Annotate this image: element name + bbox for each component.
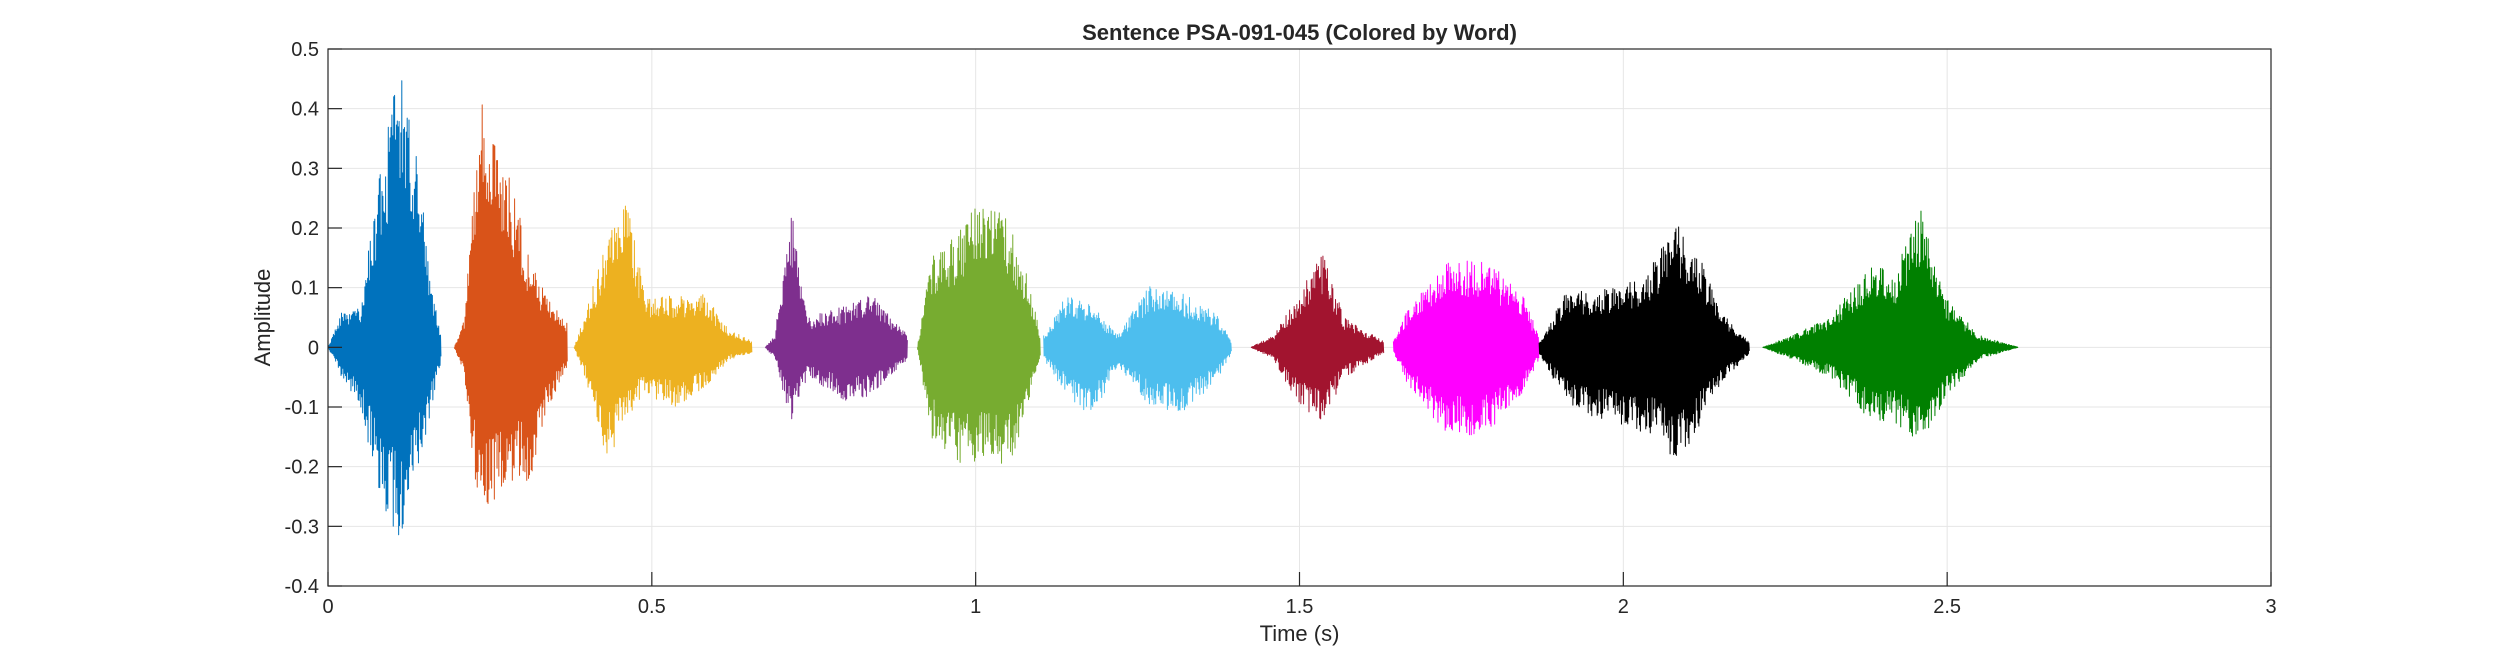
chart-title: Sentence PSA-091-045 (Colored by Word) [1082, 20, 1517, 45]
y-tick-label: 0.5 [291, 39, 319, 61]
y-tick-label: -0.1 [285, 397, 319, 419]
word-segment-2 [453, 104, 568, 504]
x-axis-label: Time (s) [1260, 621, 1340, 646]
y-tick-label: -0.4 [285, 576, 319, 598]
y-tick-label: 0.2 [291, 218, 319, 240]
word-segment-6 [1043, 286, 1232, 411]
y-tick-label: 0.3 [291, 158, 319, 180]
y-tick-label: 0.4 [291, 99, 319, 121]
word-segment-5 [916, 208, 1041, 464]
word-segment-3 [573, 205, 753, 454]
y-tick-label: 0 [308, 337, 319, 359]
word-segment-1 [327, 80, 442, 536]
word-segment-9 [1538, 226, 1750, 456]
axes-group: 0 0.5 1 1.5 2 2.5 3 -0.4 -0.3 -0.2 -0.1 0 0.1 0.2 0.3 0… [285, 39, 2277, 618]
y-axis-label: Amplitude [250, 269, 275, 367]
y-tick-label: -0.2 [285, 457, 319, 479]
y-tick-label: 0.1 [291, 278, 319, 300]
word-segment-8 [1392, 260, 1540, 436]
x-tick-label: 0 [322, 596, 333, 618]
x-tick-label: 2 [1618, 596, 1629, 618]
word-segment-10 [1762, 210, 2019, 437]
word-segment-4 [764, 217, 908, 420]
y-tick-label: -0.3 [285, 516, 319, 538]
x-tick-label: 3 [2265, 596, 2276, 618]
x-tick-label: 1.5 [1286, 596, 1314, 618]
x-tick-label: 2.5 [1933, 596, 1961, 618]
series-group [327, 80, 2019, 536]
x-tick-label: 1 [970, 596, 981, 618]
word-segment-7 [1250, 255, 1385, 420]
x-tick-label: 0.5 [638, 596, 666, 618]
